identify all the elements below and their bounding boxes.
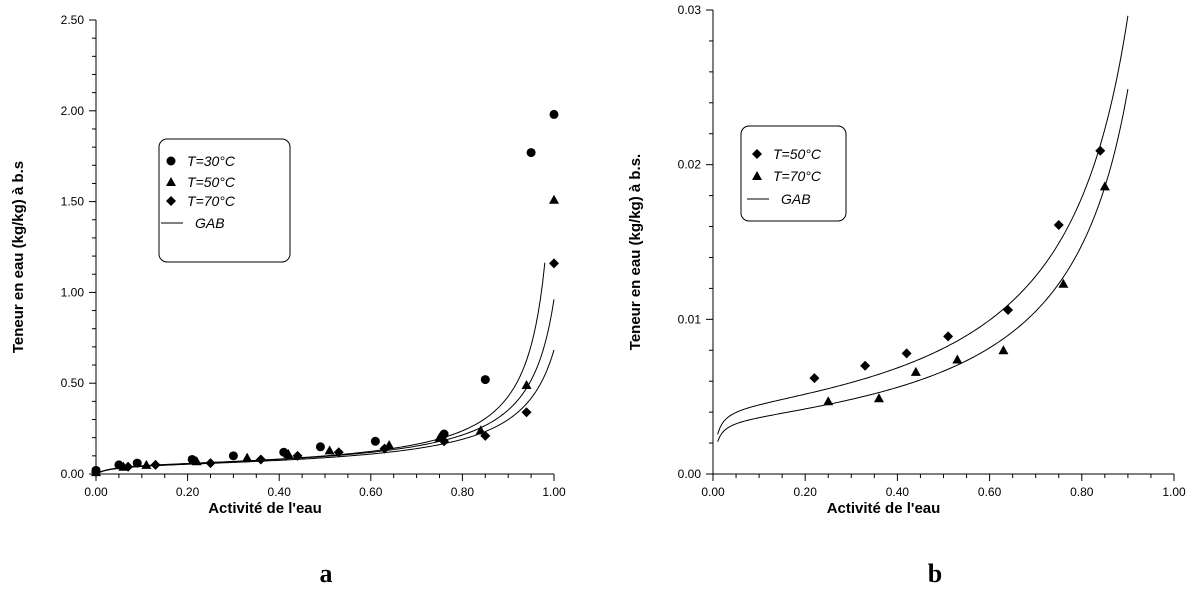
x-tick-label: 0.80 xyxy=(451,485,475,499)
data-point xyxy=(228,451,238,461)
gab-fit-curve xyxy=(717,89,1129,442)
data-point xyxy=(480,375,490,385)
x-tick-label: 0.00 xyxy=(84,485,108,499)
data-point xyxy=(324,445,335,455)
data-point xyxy=(333,447,344,458)
data-point xyxy=(1095,145,1106,156)
data-point xyxy=(1053,219,1064,230)
y-tick-label: 1.50 xyxy=(61,195,85,209)
y-tick-label: 0.01 xyxy=(678,312,702,326)
gab-fit-curve xyxy=(717,15,1129,435)
data-point xyxy=(521,407,532,418)
data-point xyxy=(475,425,486,435)
series-diamond xyxy=(809,145,1106,384)
data-point xyxy=(191,456,202,466)
data-point xyxy=(242,452,253,462)
data-point xyxy=(1003,305,1014,316)
data-point xyxy=(1099,181,1110,191)
data-point xyxy=(370,436,380,446)
chart-b: 0.00 0.20 0.40 0.60 0.80 1.00 0.00 0.01 0.02 0.03… xyxy=(627,3,1186,517)
legend-marker-diamond xyxy=(752,149,762,159)
data-point xyxy=(521,380,532,390)
data-point xyxy=(292,450,303,461)
data-point xyxy=(141,459,152,469)
legend-marker-circle xyxy=(166,156,176,166)
legend-label: GAB xyxy=(781,191,811,207)
legend-marker-triangle xyxy=(166,177,176,186)
data-point xyxy=(439,436,450,447)
data-point xyxy=(526,148,536,158)
chart-a: 0.00 0.20 0.40 0.60 0.80 1.00 0.00 0.50 1.00 1.50… xyxy=(10,13,566,517)
data-point xyxy=(379,443,390,454)
legend: T=30°C T=50°C T=70°C GAB xyxy=(158,138,291,263)
data-point xyxy=(549,109,559,119)
series-diamond xyxy=(91,258,559,478)
data-point xyxy=(860,360,871,371)
legend-label: T=30°C xyxy=(187,153,236,169)
y-tick-label: 2.50 xyxy=(61,13,85,27)
data-point xyxy=(132,458,142,468)
series-triangle xyxy=(823,181,1110,406)
x-tick-label: 0.00 xyxy=(701,485,725,499)
data-point xyxy=(943,331,954,342)
y-tick-label: 0.03 xyxy=(678,3,702,17)
x-tick-label: 1.00 xyxy=(1162,485,1186,499)
x-tick-label: 1.00 xyxy=(542,485,566,499)
x-tick-label: 0.40 xyxy=(268,485,292,499)
data-point xyxy=(91,467,101,478)
data-point xyxy=(480,430,491,441)
x-tick-label: 0.60 xyxy=(359,485,383,499)
legend-label: GAB xyxy=(195,215,225,231)
y-tick-label: 1.00 xyxy=(61,285,85,299)
y-tick-label: 2.00 xyxy=(61,104,85,118)
x-tick-label: 0.20 xyxy=(794,485,818,499)
data-point xyxy=(255,454,266,465)
legend-marker-diamond xyxy=(166,196,176,206)
data-point xyxy=(283,449,294,459)
y-axis-title: Teneur en eau (kg/kg) à b.s. xyxy=(627,154,644,350)
data-point xyxy=(901,348,912,359)
data-point xyxy=(150,459,161,470)
legend-label: T=50°C xyxy=(187,174,236,190)
gab-fit-curve xyxy=(95,299,555,475)
y-tick-label: 0.00 xyxy=(61,467,85,481)
x-tick-label: 0.40 xyxy=(886,485,910,499)
data-point xyxy=(315,442,325,452)
data-point xyxy=(910,366,921,376)
x-tick-label: 0.20 xyxy=(176,485,200,499)
panel-label: a xyxy=(320,559,333,588)
panel-label: b xyxy=(928,559,942,588)
data-point xyxy=(998,345,1009,355)
data-point xyxy=(873,393,884,403)
data-point xyxy=(823,396,834,406)
legend-box xyxy=(158,138,291,263)
data-point xyxy=(439,429,449,439)
x-tick-label: 0.60 xyxy=(978,485,1002,499)
x-tick-label: 0.80 xyxy=(1070,485,1094,499)
data-point xyxy=(549,194,559,204)
y-tick-label: 0.02 xyxy=(678,158,702,172)
y-tick-label: 0.00 xyxy=(678,467,702,481)
legend-box xyxy=(740,125,847,222)
data-point xyxy=(123,461,134,472)
data-point xyxy=(549,258,559,269)
legend-label: T=70°C xyxy=(187,193,236,209)
legend-marker-triangle xyxy=(752,171,762,180)
data-point xyxy=(1058,278,1069,288)
data-point xyxy=(952,354,963,364)
series-circle xyxy=(91,109,559,475)
legend-label: T=70°C xyxy=(773,168,822,184)
legend-label: T=50°C xyxy=(773,146,822,162)
x-axis-title: Activité de l'eau xyxy=(827,500,941,517)
data-point xyxy=(809,373,820,384)
y-axis-title: Teneur en eau (kg/kg) à b.s xyxy=(10,161,27,353)
data-point xyxy=(205,458,216,469)
gab-fit-curve xyxy=(95,349,555,475)
y-tick-label: 0.50 xyxy=(61,376,85,390)
legend: T=50°C T=70°C GAB xyxy=(740,125,847,222)
x-axis-title: Activité de l'eau xyxy=(208,500,322,517)
